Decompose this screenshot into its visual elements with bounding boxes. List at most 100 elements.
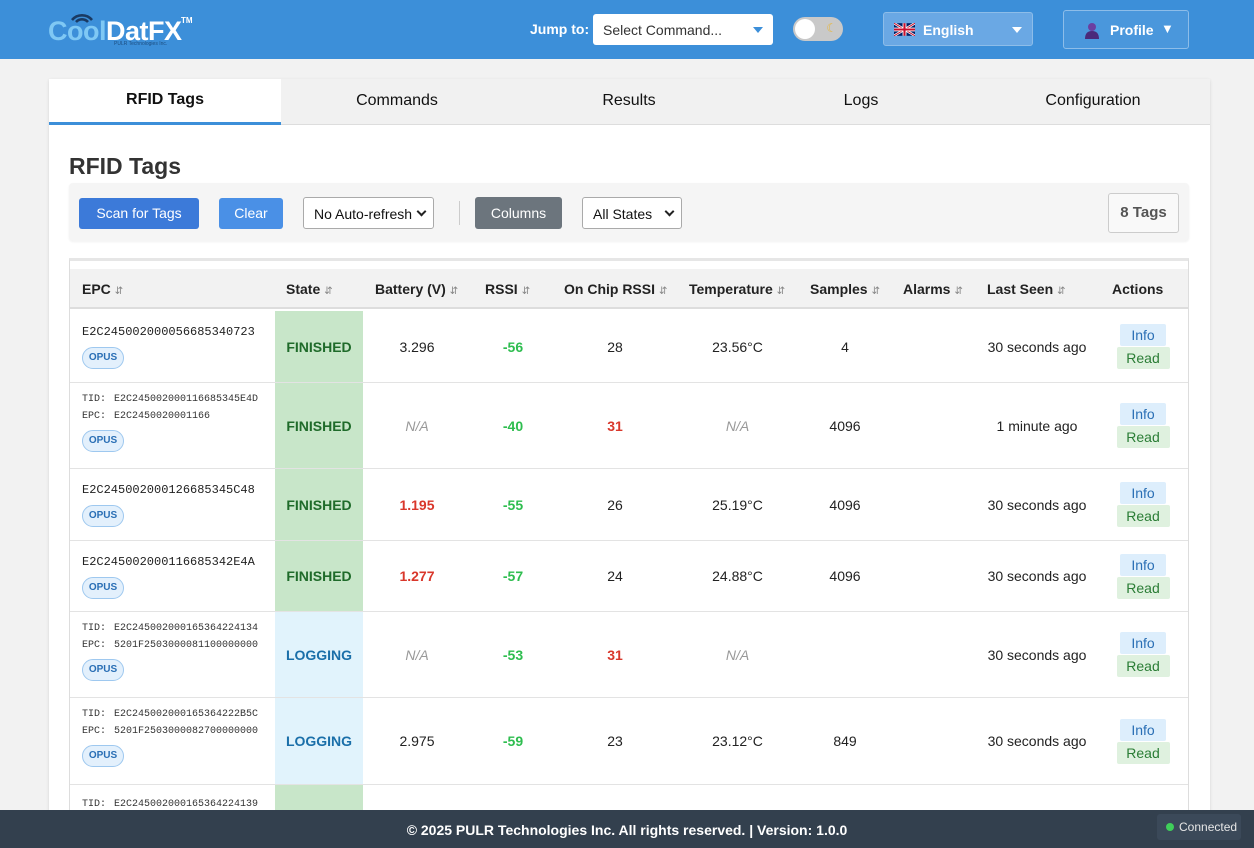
sort-icon[interactable]: ⇵ bbox=[871, 286, 880, 297]
chip-type-badge: OPUS bbox=[82, 347, 124, 369]
sort-icon[interactable]: ⇵ bbox=[1057, 286, 1066, 297]
profile-button[interactable]: Profile ▼ bbox=[1063, 10, 1189, 49]
read-button[interactable]: Read bbox=[1116, 576, 1170, 599]
read-button[interactable]: Read bbox=[1116, 655, 1170, 677]
toolbar-divider bbox=[459, 201, 460, 225]
last-seen-value: 30 seconds ago bbox=[987, 496, 1087, 513]
columns-button[interactable]: Columns bbox=[475, 197, 562, 229]
tab-configuration[interactable]: Configuration bbox=[1045, 92, 1141, 109]
state-cell: FINISHED bbox=[275, 311, 363, 382]
read-button[interactable]: Read bbox=[1116, 347, 1170, 369]
column-header-label: Actions bbox=[1112, 281, 1164, 297]
last-seen-value: 1 minute ago bbox=[996, 417, 1078, 434]
rssi-cell: -55 bbox=[470, 469, 556, 540]
battery-cell: 1.277 bbox=[367, 541, 467, 611]
info-button[interactable]: Info bbox=[1120, 553, 1166, 576]
actions-cell: Info Read bbox=[1110, 383, 1176, 468]
table-header: EPC ⇵ State ⇵ Battery (V) ⇵ RSSI ⇵ On Chip RSSI ⇵… bbox=[70, 269, 1188, 309]
tab-logs[interactable]: Logs bbox=[843, 92, 879, 109]
on-chip-rssi-cell: 28 bbox=[560, 311, 670, 382]
tid-label: TID: bbox=[82, 394, 107, 405]
column-header-temperature[interactable]: Temperature ⇵ bbox=[689, 269, 785, 309]
read-button[interactable]: Read bbox=[1116, 741, 1170, 764]
read-button[interactable]: Read bbox=[1116, 426, 1170, 448]
info-button[interactable]: Info bbox=[1120, 482, 1166, 504]
tab-rfid-tags[interactable]: RFID Tags bbox=[49, 79, 281, 125]
clear-button[interactable]: Clear bbox=[219, 198, 283, 229]
language-select[interactable]: English bbox=[883, 12, 1033, 46]
epc-cell: E2C245002000056685340723 OPUS bbox=[82, 311, 272, 382]
epc-line: EPC: E2C2450020001166 bbox=[82, 411, 272, 422]
chip-type-badge: OPUS bbox=[82, 659, 124, 681]
tid-value: E2C245002000165364224139 bbox=[114, 799, 259, 810]
sort-icon[interactable]: ⇵ bbox=[521, 286, 531, 297]
samples-cell: 4096 bbox=[800, 383, 890, 468]
column-header-epc[interactable]: EPC ⇵ bbox=[82, 269, 123, 309]
rssi-cell: -53 bbox=[470, 612, 556, 697]
on-chip-rssi-value: 28 bbox=[607, 338, 623, 355]
jump-to-select[interactable]: Select Command... bbox=[593, 14, 773, 45]
battery-cell: 2.975 bbox=[367, 698, 467, 784]
samples-cell bbox=[800, 612, 890, 697]
last-seen-cell: 1 minute ago bbox=[978, 383, 1096, 468]
epc-cell: TID: E2C245002000165364224134 EPC: 5201F250… bbox=[82, 612, 272, 697]
tab-bar: RFID Tags Commands Results Logs Configur… bbox=[49, 79, 1210, 125]
tags-table: EPC ⇵ State ⇵ Battery (V) ⇵ RSSI ⇵ On Chip RSSI ⇵… bbox=[69, 258, 1189, 818]
state-badge: FINISHED bbox=[286, 496, 352, 513]
auto-refresh-select[interactable]: No Auto-refresh bbox=[303, 197, 434, 229]
tid-label: TID: bbox=[82, 709, 107, 720]
app-logo[interactable]: CoolDatFX TM PULR Technologies Inc. bbox=[48, 10, 198, 50]
epc-value: E2C245002000126685345C48 bbox=[82, 483, 255, 497]
column-header-state[interactable]: State ⇵ bbox=[286, 269, 333, 309]
app-header: CoolDatFX TM PULR Technologies Inc. Jump… bbox=[0, 0, 1254, 59]
column-header-on-chip-rssi[interactable]: On Chip RSSI ⇵ bbox=[564, 269, 667, 309]
sort-icon[interactable]: ⇵ bbox=[449, 286, 459, 297]
battery-cell: N/A bbox=[367, 612, 467, 697]
caret-down-icon bbox=[753, 27, 763, 33]
state-filter-select[interactable]: All States bbox=[582, 197, 682, 229]
on-chip-rssi-value: 26 bbox=[607, 496, 623, 513]
auto-refresh-value: No Auto-refresh bbox=[314, 206, 413, 222]
theme-toggle[interactable]: ☾ bbox=[793, 17, 843, 41]
alarms-cell bbox=[892, 383, 978, 468]
logo-subtitle: PULR Technologies Inc. bbox=[114, 41, 168, 47]
on-chip-rssi-value: 31 bbox=[607, 417, 623, 434]
epc-label: EPC: bbox=[82, 411, 107, 422]
table-row: E2C245002000116685342E4A OPUS FINISHED 1.27… bbox=[70, 541, 1188, 612]
samples-value: 849 bbox=[833, 733, 857, 749]
epc-cell: E2C245002000126685345C48 OPUS bbox=[82, 469, 272, 540]
column-header-alarms[interactable]: Alarms ⇵ bbox=[903, 269, 963, 309]
column-header-samples[interactable]: Samples ⇵ bbox=[810, 269, 880, 309]
epc-value: 5201F2503000081100000000 bbox=[114, 640, 259, 651]
last-seen-cell: 30 seconds ago bbox=[978, 469, 1096, 540]
last-seen-value: 30 seconds ago bbox=[987, 338, 1087, 355]
scan-for-tags-button[interactable]: Scan for Tags bbox=[79, 198, 199, 229]
info-button[interactable]: Info bbox=[1120, 324, 1166, 346]
sort-icon[interactable]: ⇵ bbox=[114, 286, 124, 297]
column-header-battery-v[interactable]: Battery (V) ⇵ bbox=[375, 269, 458, 309]
sort-icon[interactable]: ⇵ bbox=[324, 286, 333, 297]
main-card: RFID Tags Commands Results Logs Configur… bbox=[49, 79, 1210, 839]
column-header-label: Last Seen bbox=[987, 281, 1054, 297]
read-button[interactable]: Read bbox=[1116, 505, 1170, 527]
connection-status: Connected bbox=[1157, 814, 1241, 840]
state-badge: LOGGING bbox=[285, 646, 353, 663]
sort-icon[interactable]: ⇵ bbox=[659, 286, 668, 297]
sort-icon[interactable]: ⇵ bbox=[954, 286, 963, 297]
tab-results[interactable]: Results bbox=[602, 92, 656, 109]
info-button[interactable]: Info bbox=[1120, 632, 1166, 654]
temperature-cell: 23.12°C bbox=[675, 698, 800, 784]
sort-icon[interactable]: ⇵ bbox=[776, 286, 786, 297]
temperature-value: N/A bbox=[725, 646, 750, 663]
tid-value: E2C245002000165364224134 bbox=[114, 623, 259, 634]
samples-cell: 4096 bbox=[800, 469, 890, 540]
alarms-cell bbox=[892, 541, 978, 611]
tab-commands[interactable]: Commands bbox=[356, 92, 438, 109]
info-button[interactable]: Info bbox=[1120, 718, 1166, 741]
column-header-last-seen[interactable]: Last Seen ⇵ bbox=[987, 269, 1066, 309]
actions-cell: Info Read bbox=[1110, 541, 1176, 611]
info-button[interactable]: Info bbox=[1120, 403, 1166, 425]
logo-trademark: TM bbox=[181, 16, 193, 25]
connection-status-label: Connected bbox=[1179, 820, 1238, 834]
column-header-rssi[interactable]: RSSI ⇵ bbox=[485, 269, 530, 309]
